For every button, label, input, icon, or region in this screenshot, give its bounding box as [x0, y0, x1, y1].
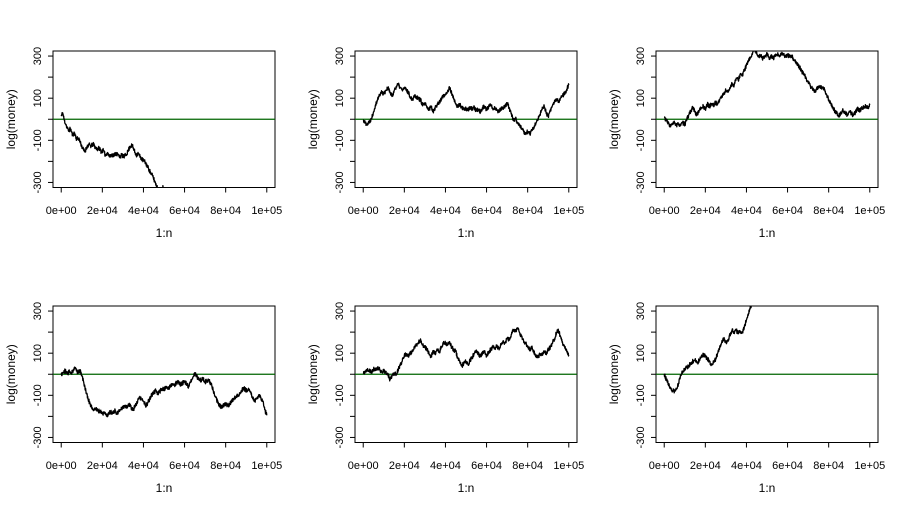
y-tick-label: 300: [635, 302, 647, 320]
y-axis-label: log(money): [607, 89, 621, 149]
series-line: [663, 306, 752, 394]
series-line: [60, 366, 268, 418]
y-tick-label: -300: [32, 426, 44, 448]
y-tick-label: -300: [635, 171, 647, 193]
x-tick-label: 2e+04: [690, 460, 721, 472]
x-tick-label: 6e+04: [772, 460, 803, 472]
plot-panel-4: 0e+00 2e+04 4e+04 6e+04 8e+04 1e+05 300 100 -100…: [4, 302, 282, 495]
x-tick-label: 4e+04: [430, 460, 461, 472]
x-tick-label: 0e+00: [649, 460, 680, 472]
x-tick-label: 8e+04: [512, 460, 543, 472]
y-tick-label: 100: [32, 344, 44, 362]
x-tick-label: 4e+04: [430, 205, 461, 217]
x-tick-label: 6e+04: [772, 205, 803, 217]
y-tick-label: -100: [32, 129, 44, 151]
x-tick-label: 6e+04: [169, 205, 200, 217]
x-tick-label: 1e+05: [854, 460, 885, 472]
x-tick-label: 2e+04: [389, 205, 420, 217]
x-tick-label: 0e+00: [46, 205, 77, 217]
y-tick-label: -300: [334, 171, 346, 193]
x-tick-label: 1e+05: [553, 460, 584, 472]
series-line: [663, 51, 871, 128]
y-tick-label: -100: [32, 384, 44, 406]
x-tick-label: 2e+04: [87, 460, 118, 472]
y-tick-label: -300: [334, 426, 346, 448]
y-axis-label: log(money): [4, 89, 18, 149]
plot-panel-2: 0e+00 2e+04 4e+04 6e+04 8e+04 1e+05 300 100 -100…: [306, 47, 584, 240]
x-tick-label: 1e+05: [854, 205, 885, 217]
y-tick-label: -300: [635, 426, 647, 448]
y-tick-label: -300: [32, 171, 44, 193]
x-tick-label: 1e+05: [553, 205, 584, 217]
y-tick-label: -100: [334, 129, 346, 151]
y-axis-label: log(money): [306, 344, 320, 404]
y-tick-label: -100: [635, 129, 647, 151]
y-tick-label: 100: [334, 344, 346, 362]
x-tick-label: 6e+04: [471, 205, 502, 217]
y-tick-label: 300: [334, 302, 346, 320]
x-tick-label: 4e+04: [128, 205, 159, 217]
series-line: [362, 327, 570, 382]
x-tick-label: 0e+00: [348, 460, 379, 472]
x-axis-label: 1:n: [759, 226, 776, 240]
y-tick-label: 300: [32, 302, 44, 320]
x-tick-label: 8e+04: [813, 460, 844, 472]
x-tick-label: 2e+04: [87, 205, 118, 217]
x-tick-label: 4e+04: [128, 460, 159, 472]
x-tick-label: 2e+04: [690, 205, 721, 217]
y-tick-label: 100: [635, 89, 647, 107]
y-tick-label: -100: [334, 384, 346, 406]
y-axis-label: log(money): [306, 89, 320, 149]
x-tick-label: 0e+00: [348, 205, 379, 217]
plot-panel-3: 0e+00 2e+04 4e+04 6e+04 8e+04 1e+05 300 100 -100…: [607, 47, 885, 240]
x-tick-label: 0e+00: [46, 460, 77, 472]
series-line: [362, 82, 570, 136]
x-tick-label: 1e+05: [251, 460, 282, 472]
x-axis-label: 1:n: [759, 481, 776, 495]
y-tick-label: 100: [32, 89, 44, 107]
plot-panel-1: 0e+00 2e+04 4e+04 6e+04 8e+04 1e+05 300 100 -100…: [4, 47, 282, 240]
x-tick-label: 8e+04: [210, 460, 241, 472]
y-tick-label: 300: [334, 47, 346, 65]
x-axis-label: 1:n: [156, 481, 173, 495]
y-axis-label: log(money): [4, 344, 18, 404]
y-tick-label: 300: [635, 47, 647, 65]
x-tick-label: 4e+04: [731, 205, 762, 217]
x-axis-label: 1:n: [458, 226, 475, 240]
plot-panel-5: 0e+00 2e+04 4e+04 6e+04 8e+04 1e+05 300 100 -100…: [306, 302, 584, 495]
x-tick-label: 0e+00: [649, 205, 680, 217]
series-line: [60, 111, 165, 188]
x-tick-label: 4e+04: [731, 460, 762, 472]
x-tick-label: 8e+04: [210, 205, 241, 217]
x-tick-label: 8e+04: [512, 205, 543, 217]
x-tick-label: 6e+04: [169, 460, 200, 472]
x-axis-label: 1:n: [458, 481, 475, 495]
plot-panel-6: 0e+00 2e+04 4e+04 6e+04 8e+04 1e+05 300 100 -100…: [607, 302, 885, 495]
x-tick-label: 2e+04: [389, 460, 420, 472]
x-tick-label: 6e+04: [471, 460, 502, 472]
x-tick-label: 8e+04: [813, 205, 844, 217]
y-tick-label: 100: [635, 344, 647, 362]
x-tick-label: 1e+05: [251, 205, 282, 217]
x-axis-label: 1:n: [156, 226, 173, 240]
y-tick-label: 100: [334, 89, 346, 107]
y-tick-label: -100: [635, 384, 647, 406]
y-axis-label: log(money): [607, 344, 621, 404]
y-tick-label: 300: [32, 47, 44, 65]
